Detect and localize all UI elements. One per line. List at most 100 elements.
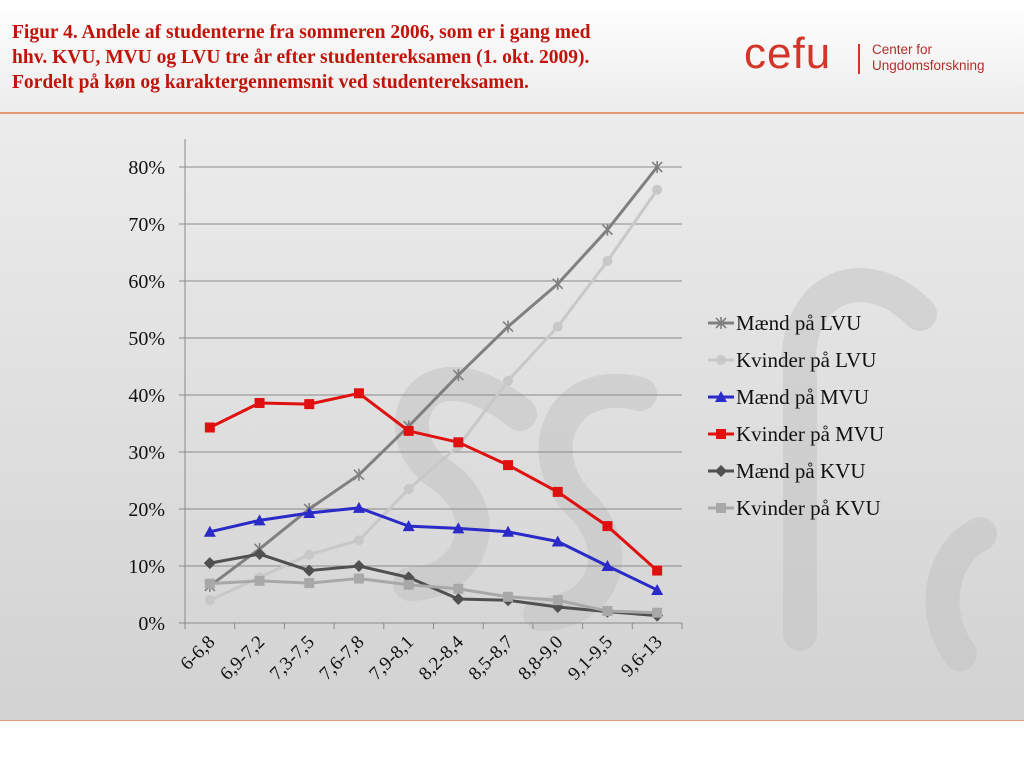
legend-marker: [716, 355, 726, 365]
data-point: [503, 375, 514, 386]
data-point: [402, 520, 415, 532]
logo-subtitle: Center for Ungdomsforskning: [872, 42, 985, 74]
axes: [179, 139, 683, 629]
data-point: [651, 583, 664, 595]
legend-item: Mænd på KVU: [708, 459, 866, 483]
legend-label: Mænd på MVU: [736, 385, 869, 409]
data-point: [204, 578, 215, 589]
x-tick-labels: 6-6,86,9-7,27,3-7,57,6-7,87,9-8,18,2-8,4…: [177, 631, 667, 684]
legend-item: Mænd på MVU: [708, 385, 869, 409]
grid-lines: [185, 166, 682, 567]
x-tick-label: 8,8-9,0: [514, 632, 567, 685]
series-line: [209, 391, 659, 572]
data-point: [403, 484, 414, 495]
legend-marker: [715, 465, 727, 477]
series-group: [203, 161, 664, 622]
data-point: [452, 522, 465, 534]
logo-divider: [858, 44, 860, 74]
series-2: [203, 501, 664, 595]
y-tick-labels: 0% 10% 20% 30% 40% 50% 60% 70% 80%: [128, 157, 165, 635]
data-point: [502, 525, 515, 537]
series-5: [204, 573, 663, 618]
legend-item: Mænd på LVU: [708, 311, 861, 335]
legend-label: Kvinder på LVU: [736, 348, 876, 372]
footer-rule: [0, 720, 1024, 721]
data-point: [552, 321, 563, 332]
data-point: [602, 521, 613, 532]
y-tick-label: 20%: [128, 499, 165, 521]
x-tick-label: 7,6-7,8: [316, 632, 369, 685]
x-tick-label: 7,9-8,1: [365, 632, 418, 685]
data-point: [253, 514, 266, 526]
figure-title-line-2: hhv. KVU, MVU og LVU tre år efter studen…: [12, 47, 590, 68]
x-tick-label: 8,5-8,7: [465, 632, 518, 685]
y-tick-label: 0%: [138, 613, 165, 635]
y-tick-label: 50%: [128, 328, 165, 350]
data-point: [254, 575, 265, 586]
figure-title: Figur 4. Andele af studenterne fra somme…: [12, 20, 702, 95]
figure-title-line-3: Fordelt på køn og karaktergennemsnit ved…: [12, 72, 529, 93]
logo-subtitle-line-2: Ungdomsforskning: [872, 58, 985, 73]
series-line: [209, 577, 658, 615]
data-point: [552, 595, 563, 606]
data-point: [453, 437, 464, 448]
data-point: [601, 223, 614, 236]
data-point: [502, 320, 514, 333]
data-point: [204, 595, 215, 606]
data-point: [352, 560, 365, 572]
data-point: [304, 549, 315, 560]
x-tick-label: 6,9-7,2: [216, 632, 269, 685]
data-point: [403, 425, 414, 436]
data-point: [353, 573, 364, 584]
data-point: [403, 579, 414, 590]
x-tick-label: 9,6-13: [617, 632, 667, 682]
data-point: [304, 399, 315, 410]
series-line: [208, 166, 659, 588]
chart-area: 0% 10% 20% 30% 40% 50% 60% 70% 80% 6-6,8 6,9-7,2 7…: [0, 114, 1024, 720]
figure-title-line-1: Figur 4. Andele af studenterne fra somme…: [12, 22, 591, 43]
legend-item: Kvinder på KVU: [708, 496, 881, 520]
series-3: [204, 388, 663, 576]
logo-word: cefu: [744, 29, 832, 78]
slide-header: Figur 4. Andele af studenterne fra somme…: [0, 0, 1024, 112]
data-point: [552, 277, 564, 290]
y-tick-label: 40%: [128, 385, 165, 407]
y-tick-label: 70%: [128, 214, 165, 236]
data-point: [601, 560, 614, 571]
data-point: [203, 525, 216, 537]
data-point: [503, 591, 514, 602]
y-tick-label: 30%: [128, 442, 165, 464]
data-point: [452, 369, 464, 382]
data-point: [204, 422, 215, 433]
data-point: [353, 535, 364, 546]
data-point: [602, 606, 613, 617]
data-point: [402, 571, 415, 584]
data-point: [452, 593, 465, 606]
x-tick-label: 9,1-9,5: [564, 632, 617, 685]
data-point: [352, 501, 365, 513]
data-point: [453, 583, 464, 594]
data-point: [304, 578, 315, 589]
data-point: [652, 184, 663, 195]
header-rule: [0, 112, 1024, 114]
logo-subtitle-line-1: Center for: [872, 42, 933, 57]
data-point: [303, 564, 316, 577]
y-tick-label: 60%: [128, 271, 165, 293]
legend-label: Mænd på KVU: [736, 459, 866, 483]
y-tick-label: 10%: [128, 556, 165, 578]
legend-label: Mænd på LVU: [736, 311, 861, 335]
data-point: [651, 161, 663, 173]
data-point: [652, 607, 663, 618]
x-tick-label: 6-6,8: [177, 632, 220, 675]
data-point: [254, 397, 265, 408]
series-line: [209, 188, 659, 602]
y-tick-label: 80%: [128, 157, 165, 179]
data-point: [602, 256, 613, 267]
legend-label: Kvinder på MVU: [736, 422, 884, 446]
data-point: [303, 506, 316, 518]
series-line: [209, 506, 658, 592]
legend-marker: [716, 503, 726, 513]
data-point: [353, 468, 365, 481]
legend: Mænd på LVU Kvinder på LVU Mænd på MVU Kvin…: [708, 311, 884, 520]
x-tick-label: 8,2-8,4: [415, 631, 468, 684]
